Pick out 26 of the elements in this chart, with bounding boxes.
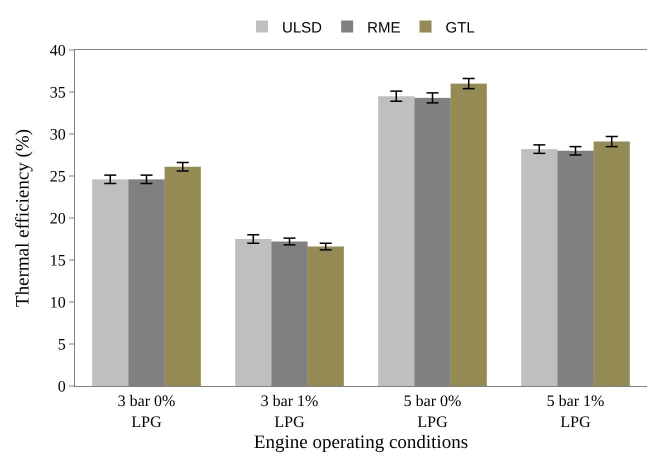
y-tick-label: 40 xyxy=(50,42,66,60)
bar xyxy=(164,166,201,386)
y-tick-label: 15 xyxy=(50,252,66,270)
bar xyxy=(521,149,558,386)
x-tick-label: 5 bar 1% LPG xyxy=(546,393,604,431)
legend-label: GTL xyxy=(446,19,475,36)
bar xyxy=(594,142,630,386)
x-tick-label: 3 bar 1% LPG xyxy=(260,393,318,431)
y-tick-label: 30 xyxy=(50,126,66,144)
bar xyxy=(308,246,344,386)
bar xyxy=(450,84,487,386)
legend-label: ULSD xyxy=(282,19,322,36)
y-axis-title: Thermal efficiency (%) xyxy=(12,129,34,307)
legend-label: RME xyxy=(367,19,401,36)
x-axis-title: Engine operating conditions xyxy=(254,432,468,453)
y-tick-label: 10 xyxy=(50,294,66,312)
bar xyxy=(235,239,272,386)
x-tick-label: 3 bar 0% LPG xyxy=(118,393,176,431)
bar xyxy=(92,179,128,386)
y-tick-label: 35 xyxy=(50,84,66,102)
x-tick-label: 5 bar 0% LPG xyxy=(404,393,462,431)
y-tick-label: 5 xyxy=(58,336,66,354)
y-tick-label: 20 xyxy=(50,210,66,228)
bar xyxy=(378,96,414,386)
y-tick-label: 25 xyxy=(50,168,66,186)
y-tick-label: 0 xyxy=(58,378,66,396)
